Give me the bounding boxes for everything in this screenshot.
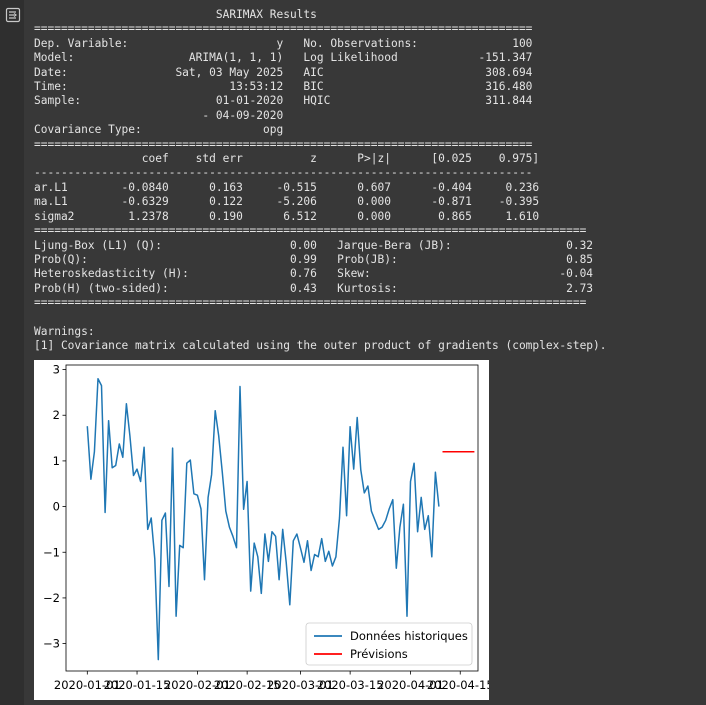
summary-line: Prob(Q): 0.99 Prob(JB): 0.85	[34, 252, 594, 266]
warnings-text: [1] Covariance matrix calculated using t…	[34, 338, 607, 352]
cell-output: SARIMAX Results ========================…	[34, 8, 706, 353]
forecast-chart: −3 −2 −1 0 1 2 3 2020-01-012020-01-152020-02-01…	[43, 363, 489, 692]
y-tick-label: −3	[43, 637, 60, 651]
y-tick-label: 2	[53, 408, 60, 422]
x-tick-label: 2020-03-01	[267, 678, 334, 692]
summary-line: Prob(H) (two-sided): 0.43 Kurtosis: 2.73	[34, 281, 594, 295]
plot-frame	[65, 364, 479, 672]
summary-line: Model: ARIMA(1, 1, 1) Log Likelihood -15…	[34, 51, 533, 65]
cell-gutter	[0, 0, 24, 705]
x-tick-label: 2020-01-15	[104, 678, 171, 692]
summary-line: ========================================…	[34, 296, 587, 310]
series-line-1	[86, 377, 440, 661]
summary-line: ma.L1 -0.6329 0.122 -5.206 0.000 -0.871 …	[34, 195, 540, 209]
summary-line: Time: 13:53:12 BIC 316.480	[34, 80, 533, 94]
summary-line: ========================================…	[34, 137, 533, 151]
x-tick-label: 2020-02-01	[164, 678, 231, 692]
y-tick-label: 1	[53, 454, 60, 468]
x-tick-label: 2020-02-15	[214, 678, 281, 692]
warnings-title: Warnings:	[34, 324, 95, 338]
summary-line: coef std err z P>|z| [0.025 0.975]	[34, 152, 540, 166]
y-tick-label: 0	[53, 500, 60, 514]
summary-line: Heteroskedasticity (H): 0.76 Skew: -0.04	[34, 267, 594, 281]
summary-line: ar.L1 -0.0840 0.163 -0.515 0.607 -0.404 …	[34, 180, 540, 194]
summary-line: SARIMAX Results	[34, 8, 533, 21]
summary-line: Covariance Type: opg	[34, 123, 533, 137]
x-tick-label: 2020-04-15	[427, 678, 489, 692]
summary-line: Ljung-Box (L1) (Q): 0.00 Jarque-Bera (JB…	[34, 238, 594, 252]
summary-line: Sample: 01-01-2020 HQIC 311.844	[34, 94, 533, 108]
summary-line: Dep. Variable: y No. Observations: 100	[34, 36, 533, 50]
x-tick-label: 2020-01-01	[54, 678, 121, 692]
warnings-block: Warnings: [1] Covariance matrix calculat…	[34, 325, 706, 354]
legend-label: Prévisions	[350, 647, 408, 661]
y-tick-label: −2	[43, 591, 60, 605]
legend-box	[305, 622, 473, 666]
y-tick-label: −1	[43, 545, 60, 559]
x-tick-label: 2020-04-01	[377, 678, 444, 692]
summary-line: ========================================…	[34, 224, 587, 238]
summary-line: - 04-09-2020	[34, 108, 533, 122]
summary-line: ========================================…	[34, 22, 533, 36]
legend-label: Données historiques	[350, 629, 468, 643]
sarimax-summary: SARIMAX Results ========================…	[34, 8, 706, 311]
output-arrow-icon[interactable]	[5, 7, 21, 23]
summary-line: ----------------------------------------…	[34, 166, 533, 180]
forecast-plot: −3 −2 −1 0 1 2 3 2020-01-01 2020-01-15 2020-02-01…	[34, 360, 489, 700]
summary-line: sigma2 1.2378 0.190 6.512 0.000 0.865 1.…	[34, 209, 540, 223]
y-tick-label: 3	[53, 363, 60, 377]
summary-line: Date: Sat, 03 May 2025 AIC 308.694	[34, 65, 533, 79]
x-tick-label: 2020-03-15	[317, 678, 384, 692]
